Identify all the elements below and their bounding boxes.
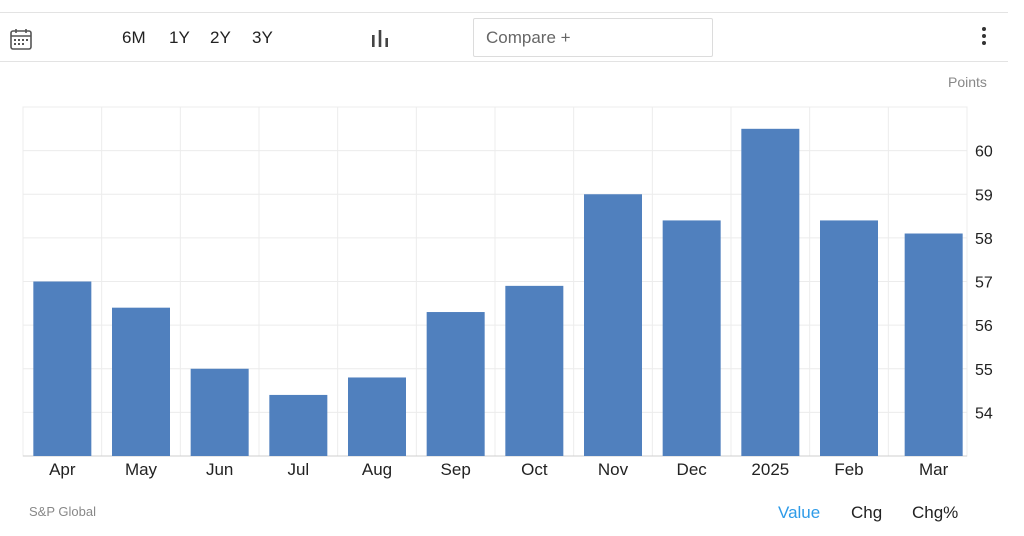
- bar-jul[interactable]: [269, 394, 328, 456]
- bar-chart: 54 55 56 57 58 59 60 Apr May Jun Jul Aug Sep Oct Nov De…: [22, 106, 993, 479]
- bar-mar[interactable]: [904, 233, 963, 456]
- bar-dec[interactable]: [662, 220, 721, 456]
- range-2y-button[interactable]: 2Y: [210, 28, 231, 47]
- view-value-button[interactable]: Value: [778, 503, 821, 522]
- source-label: S&P Global: [29, 504, 96, 519]
- bar-jun[interactable]: [190, 368, 249, 456]
- bar-aug[interactable]: [348, 377, 406, 456]
- y-tick-label: 59: [975, 187, 993, 204]
- x-tick-label: Mar: [919, 460, 949, 479]
- y-tick-label: 57: [975, 275, 993, 292]
- x-tick-label: Nov: [598, 460, 629, 479]
- y-tick-label: 56: [975, 318, 993, 335]
- range-3y-button[interactable]: 3Y: [252, 28, 273, 47]
- x-tick-label: Jul: [287, 460, 309, 479]
- x-tick-label: Sep: [441, 460, 471, 479]
- x-tick-label: 2025: [751, 460, 789, 479]
- bar-sep[interactable]: [426, 312, 485, 456]
- y-tick-label: 60: [975, 144, 993, 161]
- calendar-icon[interactable]: [9, 27, 33, 51]
- compare-input[interactable]: Compare +: [473, 18, 713, 57]
- units-label: Points: [948, 74, 987, 90]
- x-tick-label: Apr: [49, 460, 76, 479]
- bar-nov[interactable]: [584, 194, 642, 456]
- x-tick-label: Feb: [834, 460, 863, 479]
- x-tick-label: Aug: [362, 460, 392, 479]
- chart-toolbar: 6M 1Y 2Y 3Y Compare +: [0, 12, 1008, 62]
- view-chg-percent-button[interactable]: Chg%: [912, 503, 959, 522]
- bar-2025[interactable]: [741, 128, 800, 456]
- x-tick-label: Oct: [521, 460, 548, 479]
- range-1y-button[interactable]: 1Y: [169, 28, 190, 47]
- bar-feb[interactable]: [820, 220, 878, 456]
- x-tick-label: Jun: [206, 460, 233, 479]
- y-tick-label: 54: [975, 405, 993, 422]
- view-chg-button[interactable]: Chg: [851, 503, 883, 522]
- bar-apr[interactable]: [33, 281, 92, 457]
- y-tick-label: 55: [975, 362, 993, 379]
- x-tick-label: May: [125, 460, 158, 479]
- range-6m-button[interactable]: 6M: [122, 28, 146, 47]
- bar-may[interactable]: [112, 307, 170, 456]
- bar-oct[interactable]: [505, 285, 564, 456]
- bar-chart-icon[interactable]: [370, 28, 390, 48]
- more-vertical-icon[interactable]: [978, 27, 990, 49]
- x-tick-label: Dec: [677, 460, 708, 479]
- y-tick-label: 58: [975, 231, 993, 248]
